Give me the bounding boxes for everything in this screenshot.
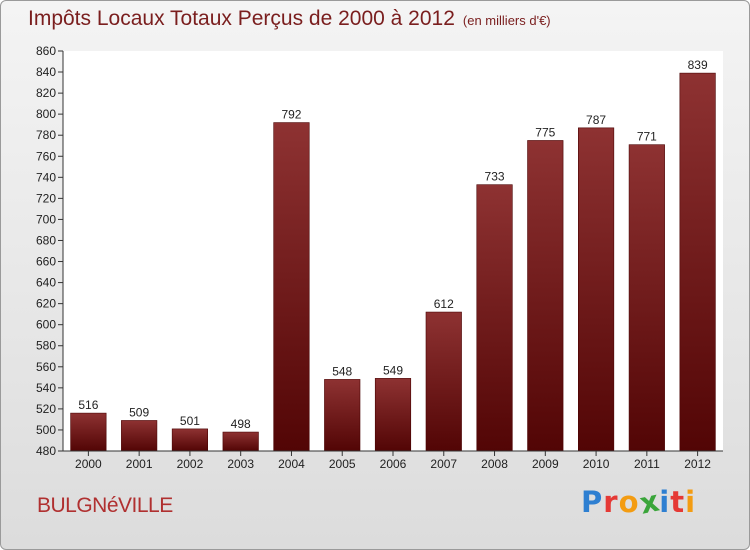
x-tick-label: 2001 — [126, 457, 153, 471]
chart-title: Impôts Locaux Totaux Perçus de 2000 à 20… — [28, 7, 551, 31]
bar-2011 — [628, 144, 665, 452]
bar-value-label: 516 — [78, 398, 98, 412]
y-axis: 480 500 520 540 560 580 600 620 640 660 680 700 720 7… — [36, 44, 64, 458]
y-tick-label: 640 — [36, 276, 56, 290]
x-tick-label: 2012 — [684, 457, 711, 471]
x-tick-label: 2008 — [481, 457, 508, 471]
bars-group: 516 509 501 498 792 548 549 612 733 775 787 771 839 — [70, 58, 716, 452]
logo-letter: o — [618, 485, 640, 519]
y-tick-label: 500 — [36, 423, 56, 437]
y-tick-label: 700 — [36, 212, 56, 226]
x-tick-label: 2003 — [227, 457, 254, 471]
y-tick-label: 820 — [36, 86, 56, 100]
y-tick-label: 780 — [36, 128, 56, 142]
y-tick-label: 800 — [36, 107, 56, 121]
y-tick-label: 680 — [36, 233, 56, 247]
y-tick-label: 660 — [36, 255, 56, 269]
bar-value-label: 839 — [688, 58, 708, 72]
logo-letter: t — [670, 485, 686, 519]
bar-value-label: 771 — [637, 130, 657, 144]
y-tick-label: 580 — [36, 339, 56, 353]
bar-value-label: 501 — [180, 414, 200, 428]
y-tick-label: 720 — [36, 191, 56, 205]
y-tick-label: 760 — [36, 149, 56, 163]
proxiti-logo: Proxiti — [581, 483, 697, 520]
bar-2001 — [121, 420, 158, 452]
y-tick-label: 840 — [36, 65, 56, 79]
title-unit: (en milliers d'€) — [462, 13, 551, 28]
bar-value-label: 498 — [231, 417, 251, 431]
bar-value-label: 792 — [281, 108, 301, 122]
x-tick-label: 2007 — [430, 457, 457, 471]
y-tick-label: 480 — [36, 444, 56, 458]
bar-2006 — [374, 378, 412, 452]
x-tick-label: 2006 — [380, 457, 407, 471]
bar-value-label: 549 — [383, 363, 403, 377]
y-tick-label: 520 — [36, 402, 56, 416]
bar-2005 — [324, 379, 361, 452]
bar-value-label: 509 — [129, 405, 149, 419]
bar-2008 — [476, 184, 513, 452]
y-tick-label: 540 — [36, 381, 56, 395]
y-tick-label: 860 — [36, 44, 56, 58]
bar-2000 — [70, 412, 107, 452]
x-tick-label: 2002 — [177, 457, 204, 471]
logo-letter: P — [581, 485, 604, 519]
y-tick-label: 740 — [36, 170, 56, 184]
bar-value-label: 612 — [434, 297, 454, 311]
bar-2012 — [679, 72, 716, 452]
x-tick-label: 2000 — [75, 457, 102, 471]
bar-2007 — [425, 311, 462, 452]
logo-letter: i — [659, 485, 671, 519]
y-tick-label: 600 — [36, 318, 56, 332]
bar-value-label: 548 — [332, 364, 352, 378]
x-axis: 2000 2001 2002 2003 2004 2005 2006 2007 2008 2009… — [63, 450, 723, 471]
bar-value-label: 775 — [535, 125, 555, 139]
bar-value-label: 733 — [485, 170, 505, 184]
x-tick-label: 2010 — [583, 457, 610, 471]
bar-2004 — [273, 122, 310, 452]
title-text: Impôts Locaux Totaux Perçus de 2000 à 20… — [28, 7, 455, 30]
x-tick-label: 2011 — [634, 457, 660, 471]
bar-2010 — [578, 127, 615, 452]
bar-2002 — [171, 428, 208, 452]
bar-2009 — [527, 140, 564, 452]
y-tick-label: 620 — [36, 297, 56, 311]
logo-letter: r — [603, 485, 619, 519]
logo-letter: i — [685, 485, 697, 519]
city-name: BULGNéVILLE — [37, 494, 173, 517]
x-tick-label: 2004 — [278, 457, 305, 471]
bar-2003 — [222, 431, 259, 452]
y-tick-label: 560 — [36, 360, 56, 374]
bar-value-label: 787 — [586, 113, 606, 127]
x-tick-label: 2009 — [532, 457, 559, 471]
x-tick-label: 2005 — [329, 457, 356, 471]
